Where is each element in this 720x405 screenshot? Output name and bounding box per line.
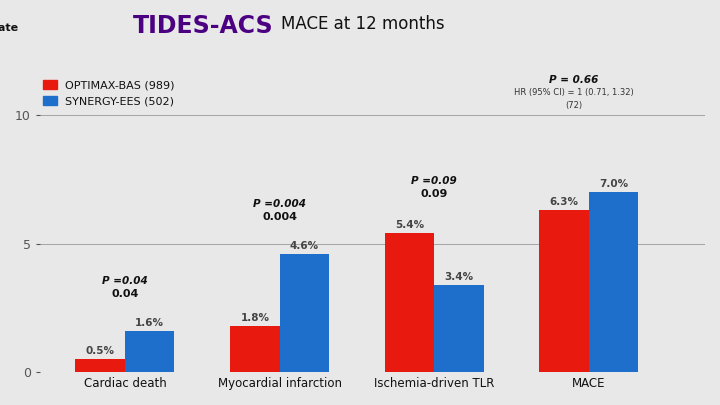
Bar	[434, 285, 484, 372]
Legend: OPTIMAX-BAS (989), SYNERGY-EES (502): OPTIMAX-BAS (989), SYNERGY-EES (502)	[39, 75, 179, 111]
Text: 6.3%: 6.3%	[550, 197, 579, 207]
Text: P =0.004: P =0.004	[253, 199, 306, 209]
Bar	[125, 331, 174, 372]
Text: 0.09: 0.09	[420, 189, 448, 198]
Bar	[279, 254, 329, 372]
Bar	[384, 233, 434, 372]
Text: (72): (72)	[565, 101, 582, 110]
Text: 1.6%: 1.6%	[135, 318, 164, 328]
Text: MACE at 12 months: MACE at 12 months	[281, 15, 444, 33]
Text: P =0.09: P =0.09	[411, 176, 457, 186]
Text: P = 0.66: P = 0.66	[549, 75, 598, 85]
Bar	[76, 359, 125, 372]
Bar	[539, 210, 589, 372]
Text: 0.5%: 0.5%	[86, 346, 114, 356]
Text: 5.4%: 5.4%	[395, 220, 424, 230]
Text: TIDES-ACS: TIDES-ACS	[133, 14, 274, 38]
Text: 0.04: 0.04	[112, 289, 139, 299]
Text: 4.6%: 4.6%	[290, 241, 319, 251]
Text: P =0.04: P =0.04	[102, 276, 148, 286]
Text: 1.8%: 1.8%	[240, 313, 269, 323]
Text: 7.0%: 7.0%	[599, 179, 629, 189]
Text: 0.004: 0.004	[262, 212, 297, 222]
Bar	[589, 192, 639, 372]
Text: HR (95% CI) = 1 (0.71, 1.32): HR (95% CI) = 1 (0.71, 1.32)	[513, 88, 634, 97]
Text: 3.4%: 3.4%	[444, 272, 474, 281]
Text: Event rate
(%): Event rate (%)	[0, 23, 19, 45]
Bar	[230, 326, 279, 372]
